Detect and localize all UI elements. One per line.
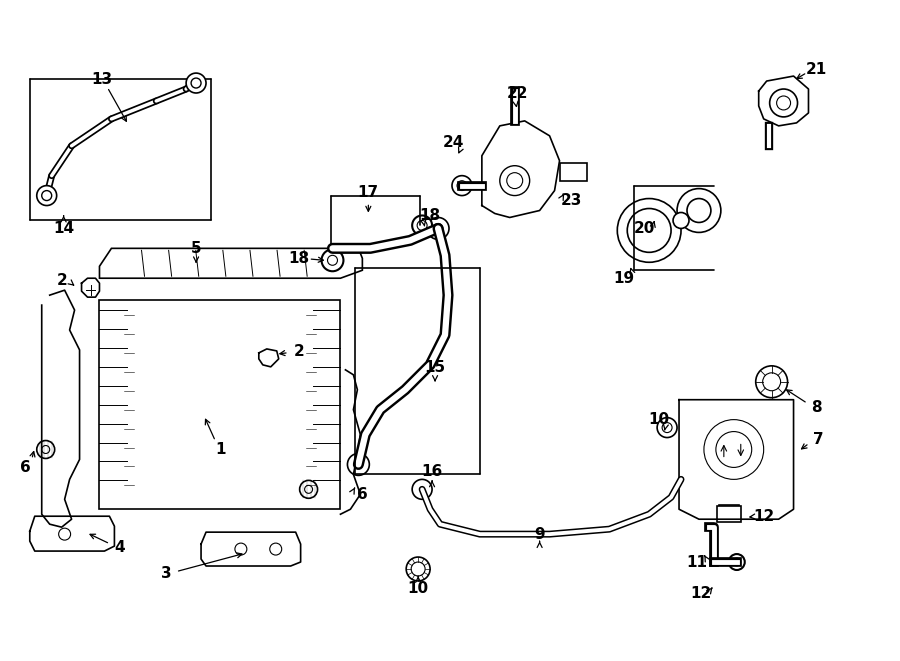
FancyBboxPatch shape <box>717 506 741 522</box>
Circle shape <box>41 446 50 453</box>
Circle shape <box>617 198 681 262</box>
Polygon shape <box>201 532 301 566</box>
Circle shape <box>507 173 523 188</box>
Text: 18: 18 <box>419 208 441 223</box>
Circle shape <box>411 562 425 576</box>
Text: 12: 12 <box>753 509 774 524</box>
Polygon shape <box>82 278 100 297</box>
Circle shape <box>662 422 672 432</box>
Text: 14: 14 <box>53 221 74 236</box>
Text: 13: 13 <box>91 71 112 87</box>
Text: 10: 10 <box>408 582 428 596</box>
Text: 23: 23 <box>561 193 582 208</box>
Text: 1: 1 <box>216 442 226 457</box>
Polygon shape <box>100 249 363 278</box>
Circle shape <box>716 432 751 467</box>
Circle shape <box>235 543 247 555</box>
Text: 2: 2 <box>57 273 67 288</box>
Text: 17: 17 <box>358 185 379 200</box>
Bar <box>560 163 588 180</box>
Circle shape <box>500 166 530 196</box>
Circle shape <box>452 176 472 196</box>
Circle shape <box>457 180 467 190</box>
Circle shape <box>657 418 677 438</box>
Polygon shape <box>30 516 114 551</box>
Text: 7: 7 <box>813 432 824 447</box>
Text: 9: 9 <box>535 527 544 541</box>
Text: 20: 20 <box>634 221 655 236</box>
Circle shape <box>347 453 369 475</box>
Polygon shape <box>482 121 560 217</box>
Circle shape <box>673 212 689 229</box>
Circle shape <box>677 188 721 233</box>
Polygon shape <box>259 349 279 367</box>
Text: 22: 22 <box>507 85 528 100</box>
Circle shape <box>328 255 338 265</box>
Text: 10: 10 <box>649 412 670 427</box>
Text: 4: 4 <box>114 539 125 555</box>
Text: 8: 8 <box>811 400 822 415</box>
Circle shape <box>37 440 55 459</box>
Text: 6: 6 <box>21 460 32 475</box>
Text: 5: 5 <box>191 241 202 256</box>
Text: 12: 12 <box>690 586 712 602</box>
Text: 18: 18 <box>288 251 310 266</box>
Circle shape <box>777 96 790 110</box>
Text: 16: 16 <box>421 464 443 479</box>
Polygon shape <box>759 76 808 126</box>
Circle shape <box>704 420 764 479</box>
Circle shape <box>186 73 206 93</box>
Circle shape <box>756 366 788 398</box>
Bar <box>719 505 739 519</box>
Text: 11: 11 <box>687 555 707 570</box>
Circle shape <box>300 481 318 498</box>
Circle shape <box>321 249 344 271</box>
Text: 24: 24 <box>442 136 464 150</box>
Text: 15: 15 <box>425 360 446 375</box>
Circle shape <box>627 208 671 253</box>
Text: 6: 6 <box>357 486 368 502</box>
Text: 21: 21 <box>806 61 827 77</box>
Circle shape <box>41 190 51 200</box>
Circle shape <box>412 479 432 499</box>
Circle shape <box>304 485 312 493</box>
Circle shape <box>733 558 741 566</box>
Circle shape <box>270 543 282 555</box>
Circle shape <box>417 221 428 231</box>
Circle shape <box>762 373 780 391</box>
Circle shape <box>406 557 430 581</box>
Text: 19: 19 <box>614 271 634 286</box>
Text: 3: 3 <box>161 566 172 582</box>
Polygon shape <box>679 400 794 519</box>
Circle shape <box>770 89 797 117</box>
Circle shape <box>58 528 70 540</box>
Bar <box>100 300 340 509</box>
Circle shape <box>687 198 711 223</box>
Circle shape <box>428 217 449 239</box>
Circle shape <box>412 215 432 235</box>
Circle shape <box>729 554 745 570</box>
Circle shape <box>37 186 57 206</box>
Circle shape <box>191 78 201 88</box>
Text: 2: 2 <box>293 344 304 360</box>
